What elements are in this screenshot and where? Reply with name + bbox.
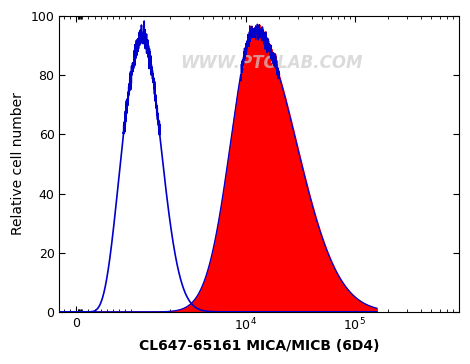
Text: WWW.PTGLAB.COM: WWW.PTGLAB.COM <box>180 55 362 72</box>
Y-axis label: Relative cell number: Relative cell number <box>11 92 25 236</box>
X-axis label: CL647-65161 MICA/MICB (6D4): CL647-65161 MICA/MICB (6D4) <box>139 339 379 353</box>
